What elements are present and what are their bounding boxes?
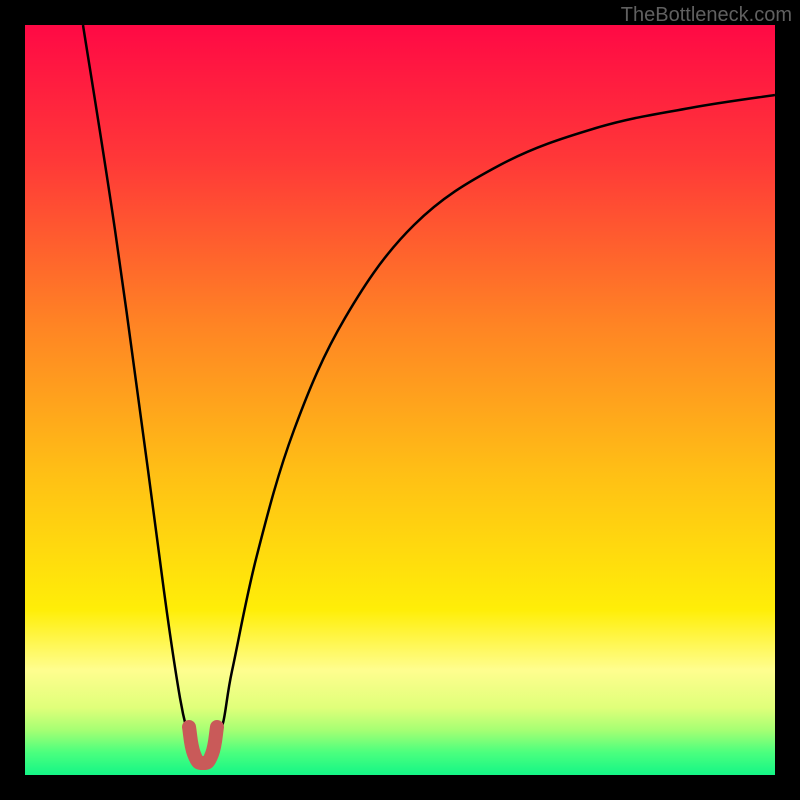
bottleneck-chart [0, 0, 800, 800]
watermark-text: TheBottleneck.com [621, 4, 792, 27]
chart-container: TheBottleneck.com [0, 0, 800, 800]
